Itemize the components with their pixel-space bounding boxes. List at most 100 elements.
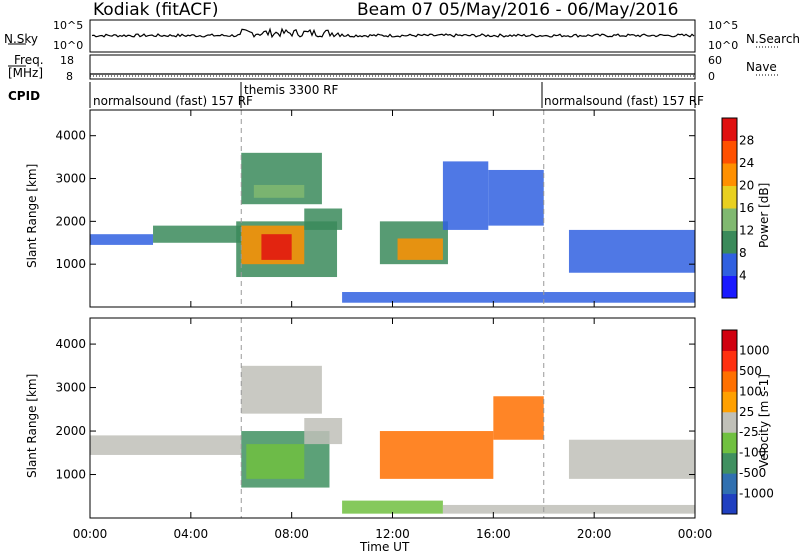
data-region	[261, 234, 292, 260]
sky-tick-low: 10^0	[53, 39, 84, 52]
x-tick-label: 08:00	[274, 527, 309, 541]
power-colorbar-swatch	[722, 253, 737, 276]
velocity-colorbar-tick: -100	[739, 446, 766, 460]
time-axis: 00:00 04:00 08:00 12:00 16:00 20:00 00:00	[73, 527, 713, 541]
plot-background	[90, 110, 695, 307]
y-tick-label: 1000	[55, 468, 86, 482]
velocity-panel: 1000 2000 3000 4000	[55, 317, 696, 519]
power-colorbar-frame	[721, 117, 738, 299]
cpid-segment-label: normalsound (fast) 157 RF	[544, 94, 704, 108]
y-tick-label: 3000	[55, 172, 86, 186]
data-region	[153, 225, 242, 243]
freq-tick-high: 18	[60, 54, 74, 67]
data-region	[342, 292, 695, 303]
x-tick-label: 16:00	[476, 527, 511, 541]
velocity-colorbar-swatch	[722, 350, 737, 372]
velocity-colorbar-tick: -1000	[739, 487, 774, 501]
plot-background	[90, 318, 695, 518]
cpid-label: CPID	[8, 89, 41, 103]
data-region	[568, 229, 695, 273]
velocity-colorbar-swatch	[722, 493, 737, 515]
velocity-colorbar-swatch	[722, 411, 737, 433]
power-colorbar-tick: 20	[739, 179, 754, 193]
velocity-colorbar-swatch	[722, 432, 737, 454]
power-colorbar-tick: 28	[739, 134, 754, 148]
search-tick-low: 10^0	[708, 39, 739, 52]
sky-search-panel	[8, 19, 780, 53]
data-region	[342, 500, 443, 514]
freq-nave-panel	[8, 54, 780, 80]
x-tick-label: 20:00	[577, 527, 612, 541]
velocity-colorbar-tick: 500	[739, 364, 762, 378]
station-title: Kodiak (fitACF)	[93, 0, 219, 20]
power-colorbar-swatch	[722, 208, 737, 231]
velocity-colorbar-tick: -25	[739, 425, 759, 439]
velocity-colorbar-swatch	[722, 391, 737, 413]
velocity-colorbar: 1000 500 100 25 -25 -100 -500 -1000	[721, 329, 774, 515]
power-colorbar-swatch	[722, 185, 737, 209]
sky-tick-high: 10^5	[53, 19, 84, 32]
noise-sky-trace	[91, 27, 695, 39]
velocity-colorbar-swatch	[722, 370, 737, 392]
y-tick-label: 1000	[55, 257, 86, 271]
velocity-colorbar-title: Velocity [m s-1]	[757, 374, 771, 468]
velocity-colorbar-frame	[721, 329, 738, 515]
data-region	[379, 431, 494, 479]
search-tick-high: 10^5	[708, 19, 739, 32]
x-tick-label: 04:00	[174, 527, 209, 541]
velocity-colorbar-tick: 1000	[739, 343, 770, 357]
power-colorbar-tick: 8	[739, 246, 747, 260]
velocity-y-axis-label: Slant Range [km]	[25, 373, 39, 478]
freq-tick-low: 8	[66, 70, 73, 83]
data-region	[253, 184, 305, 198]
nave-tick-low: 0	[708, 70, 715, 83]
power-panel: 1000 2000 3000 4000	[55, 109, 696, 308]
power-colorbar-swatch	[722, 118, 737, 141]
power-colorbar-swatch	[722, 275, 737, 299]
freq-label: Freq.	[14, 53, 44, 67]
noise-sky-line	[91, 27, 695, 39]
velocity-colorbar-swatch	[722, 452, 737, 474]
velocity-colorbar-tick: 100	[739, 384, 762, 398]
power-colorbar: 28 24 20 16 12 8 4	[721, 117, 754, 299]
data-region	[90, 234, 154, 245]
cpid-segment-label: themis 3300 RF	[244, 83, 339, 97]
data-region	[442, 161, 489, 230]
velocity-colorbar-tick: -500	[739, 466, 766, 480]
nave-label: Nave	[746, 60, 777, 74]
data-region	[493, 396, 544, 440]
nsky-label: N.Sky	[4, 32, 39, 46]
power-colorbar-tick: 4	[739, 269, 747, 283]
y-tick-label: 3000	[55, 381, 86, 395]
power-colorbar-tick: 24	[739, 156, 754, 170]
cpid-segment-label: normalsound (fast) 157 RF	[93, 94, 253, 108]
y-tick-label: 2000	[55, 214, 86, 228]
freq-unit-label: [MHz]	[8, 66, 44, 80]
data-region	[397, 238, 443, 260]
y-tick-label: 4000	[55, 337, 86, 351]
data-region	[90, 435, 242, 455]
y-tick-label: 2000	[55, 424, 86, 438]
data-region	[246, 444, 305, 479]
data-region	[304, 208, 343, 230]
power-y-axis-label: Slant Range [km]	[25, 163, 39, 268]
power-colorbar-tick: 12	[739, 224, 754, 238]
beam-date-title: Beam 07 05/May/2016 - 06/May/2016	[357, 0, 679, 20]
power-colorbar-swatch	[722, 230, 737, 254]
x-tick-label: 00:00	[73, 527, 108, 541]
power-colorbar-swatch	[722, 163, 737, 186]
data-region	[568, 439, 695, 479]
velocity-colorbar-swatch	[722, 473, 737, 495]
power-colorbar-swatch	[722, 140, 737, 164]
x-axis-label: Time UT	[360, 540, 410, 554]
power-colorbar-title: Power [dB]	[757, 182, 771, 248]
x-tick-label: 12:00	[375, 527, 410, 541]
velocity-colorbar-swatch	[722, 330, 737, 351]
power-colorbar-tick: 16	[739, 201, 754, 215]
velocity-colorbar-tick: 25	[739, 405, 754, 419]
data-region	[304, 418, 343, 445]
data-region	[488, 169, 544, 226]
data-region	[241, 365, 322, 414]
